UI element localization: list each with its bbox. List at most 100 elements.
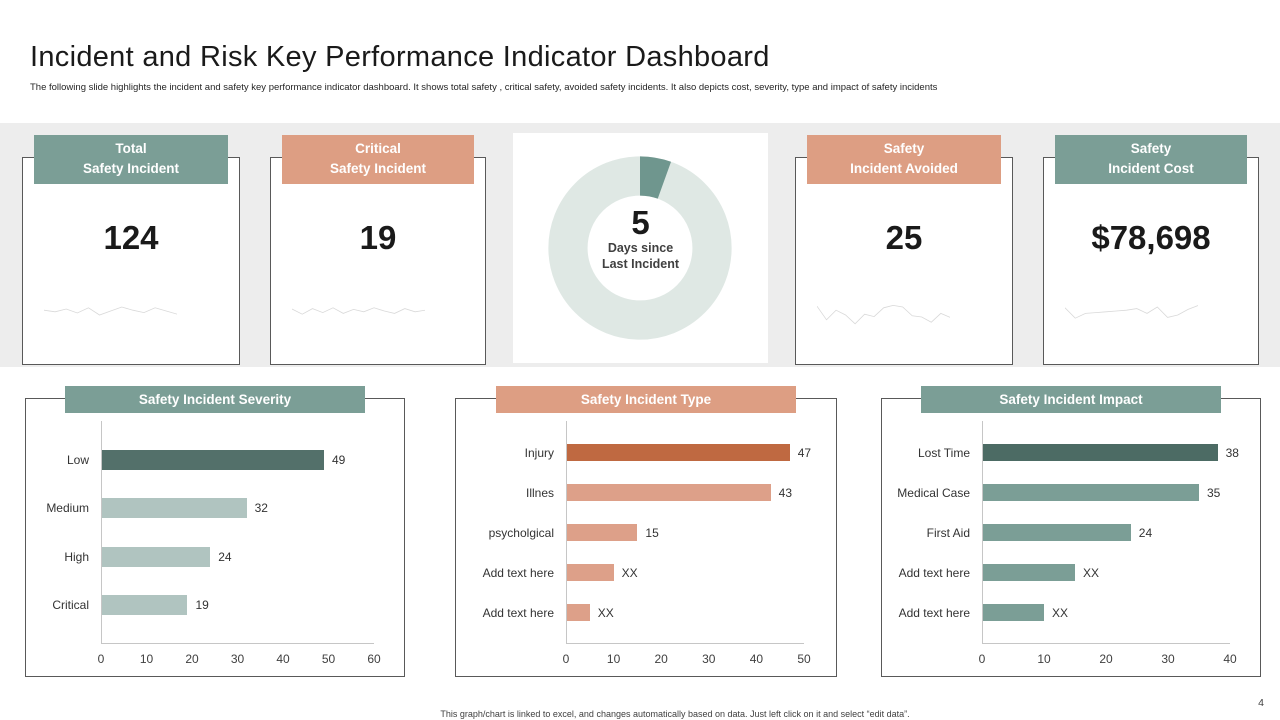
bar-track: XX (982, 564, 1230, 581)
kpi-card-safety-incident-avoided[interactable]: Safety Incident Avoided 25 (795, 133, 1013, 365)
chart-plot-area: Low 49 Medium 32 High 24 Critical 19 0 10 20 30 40 50… (26, 421, 404, 670)
safety-incident-impact-chart[interactable]: Safety Incident Impact Lost Time 38 Medica… (881, 386, 1261, 677)
chart-row: Critical 19 (26, 595, 374, 616)
chart-row: Medium 32 (26, 498, 374, 519)
x-axis-ticks: 0 10 20 30 40 50 (456, 644, 836, 670)
value-label: 24 (1138, 525, 1153, 540)
bar (982, 564, 1075, 581)
bar-track: XX (982, 604, 1230, 621)
bar-track: 24 (982, 524, 1230, 541)
category-label: Medium (46, 501, 89, 516)
axis-tick-label: 50 (797, 652, 811, 666)
x-axis-line (982, 643, 1230, 644)
bar-track: 19 (101, 595, 374, 616)
kpi-card-header: Total Safety Incident (34, 135, 228, 184)
sparkline-chart (817, 291, 950, 331)
bar (101, 546, 211, 567)
axis-tick-label: 0 (978, 652, 986, 666)
y-axis-line (566, 421, 567, 644)
bar (101, 595, 188, 616)
category-label: Lost Time (917, 445, 970, 460)
kpi-title-line: Incident Avoided (850, 161, 958, 177)
bar-track: 43 (566, 484, 804, 501)
donut-center-label: 5 Days since Last Incident (513, 204, 768, 273)
kpi-title-line: Safety Incident (82, 161, 180, 177)
kpi-card-total-safety-incident[interactable]: Total Safety Incident 124 (22, 133, 240, 365)
chart-rows: Injury 47 Illnes 43 psycholgical 15 Add text h… (456, 421, 836, 644)
safety-incident-severity-chart[interactable]: Safety Incident Severity Low 49 Medium 32 Hi… (25, 386, 405, 677)
x-axis-ticks: 0 10 20 30 40 50 60 (26, 644, 404, 670)
bar (982, 604, 1044, 621)
category-label: Add text here (898, 565, 970, 580)
chart-row: Low 49 (26, 449, 374, 470)
kpi-value: $78,698 (1091, 219, 1211, 256)
chart-row: Injury 47 (456, 444, 811, 461)
donut-label-line: Days since (607, 241, 674, 256)
value-label: 15 (645, 525, 659, 540)
kpi-value: 124 (103, 219, 159, 256)
bar-track: XX (566, 564, 804, 581)
chart-row: First Aid 24 (882, 524, 1230, 541)
bar-track: 24 (101, 546, 374, 567)
kpi-title-line: Total (115, 141, 147, 156)
page-number: 4 (1258, 697, 1264, 709)
axis-tick-label: 0 (97, 652, 105, 666)
chart-row: High 24 (26, 546, 374, 567)
chart-header: Safety Incident Type (496, 386, 796, 413)
axis-tick-label: 40 (276, 652, 290, 666)
bar-track: 35 (982, 484, 1230, 501)
sparkline-chart (292, 291, 425, 331)
kpi-card-body (22, 157, 240, 365)
value-label: 38 (1225, 445, 1239, 460)
bar-track: 49 (101, 449, 374, 470)
value-label: XX (1052, 605, 1069, 620)
page-title: Incident and Risk Key Performance Indica… (30, 41, 770, 74)
axis-tick-label: 20 (185, 652, 199, 666)
kpi-card-safety-incident-cost[interactable]: Safety Incident Cost $78,698 (1043, 133, 1259, 365)
axis-tick-label: 40 (749, 652, 764, 666)
category-label: Add text here (482, 605, 554, 620)
bar (982, 444, 1218, 461)
bar (982, 484, 1199, 501)
kpi-title-line: Safety Incident (329, 161, 427, 177)
safety-incident-type-chart[interactable]: Safety Incident Type Injury 47 Illnes 43 psy… (455, 386, 837, 677)
axis-tick-label: 30 (1161, 652, 1175, 666)
footer-note: This graph/chart is linked to excel, and… (440, 709, 910, 719)
category-label: Add text here (482, 565, 554, 580)
kpi-title-line: Critical (355, 141, 401, 156)
chart-row: Add text here XX (882, 564, 1230, 581)
kpi-card-header: Safety Incident Avoided (807, 135, 1001, 184)
bar (101, 449, 324, 470)
value-label: 47 (797, 445, 812, 460)
chart-row: psycholgical 15 (456, 524, 804, 541)
kpi-title-line: Safety (883, 141, 925, 156)
kpi-card-header: Safety Incident Cost (1055, 135, 1247, 184)
chart-rows: Low 49 Medium 32 High 24 Critical 19 (26, 421, 404, 644)
value-label: XX (597, 605, 614, 620)
axis-tick-label: 60 (367, 652, 381, 666)
days-since-last-incident-donut[interactable]: 5 Days since Last Incident (513, 133, 768, 363)
kpi-card-critical-safety-incident[interactable]: Critical Safety Incident 19 (270, 133, 486, 365)
bar (982, 524, 1131, 541)
kpi-value: 25 (885, 219, 923, 256)
x-axis-line (101, 643, 374, 644)
category-label: Injury (524, 445, 554, 460)
y-axis-line (101, 421, 102, 644)
donut-value: 5 (631, 204, 650, 241)
chart-row: Medical Case 35 (882, 484, 1230, 501)
axis-tick-label: 50 (321, 652, 336, 666)
chart-row: Add text here XX (456, 604, 804, 621)
bar (101, 498, 247, 519)
chart-plot-area: Lost Time 38 Medical Case 35 First Aid 24 Add … (882, 421, 1260, 670)
chart-rows: Lost Time 38 Medical Case 35 First Aid 24 Add … (882, 421, 1260, 644)
kpi-card-body (795, 157, 1013, 365)
category-label: Illnes (525, 485, 554, 500)
bar-track: 47 (566, 444, 811, 461)
axis-tick-label: 40 (1223, 652, 1237, 666)
bar (566, 564, 614, 581)
axis-tick-label: 10 (606, 652, 621, 666)
value-label: 49 (331, 452, 346, 467)
bar (566, 444, 790, 461)
kpi-card-header: Critical Safety Incident (282, 135, 474, 184)
